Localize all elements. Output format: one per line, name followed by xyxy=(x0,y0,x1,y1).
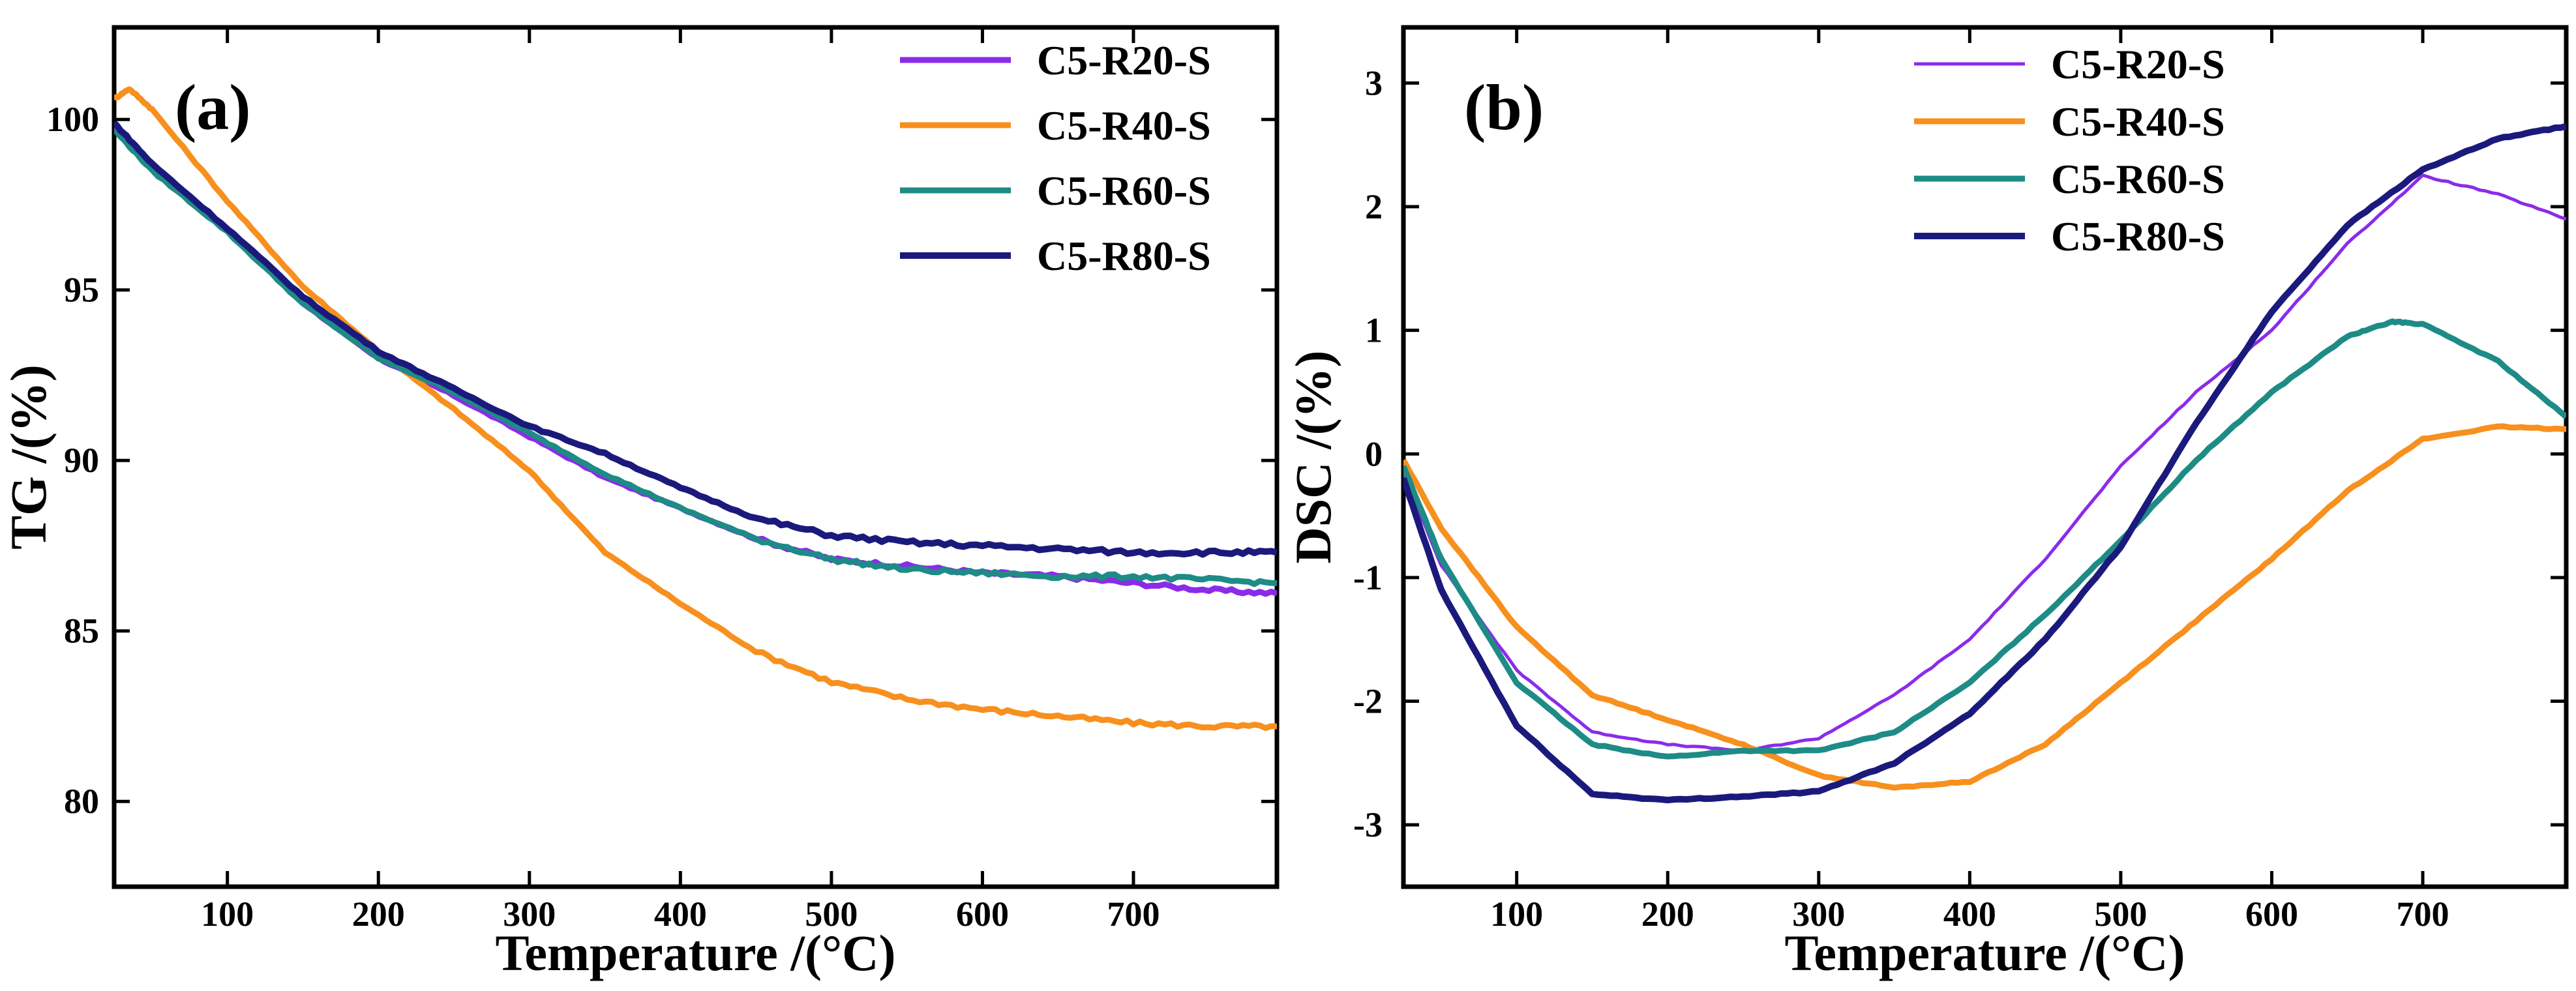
y-tick-label: 100 xyxy=(46,100,99,139)
y-tick-label: 1 xyxy=(1365,311,1383,350)
y-axis-title: DSC /(%) xyxy=(1285,350,1341,563)
x-tick-label: 600 xyxy=(2245,895,2298,934)
series-line-c5-r80-s xyxy=(1403,123,2566,804)
x-axis-title: Temperature /(°C) xyxy=(496,924,896,981)
x-tick-label: 400 xyxy=(654,895,707,934)
plot-frame xyxy=(112,25,1280,889)
x-tick-label: 100 xyxy=(201,895,254,934)
x-tick-label: 100 xyxy=(1490,895,1543,934)
legend: C5-R20-S C5-R40-S C5-R60-S C5-R80-S xyxy=(1914,41,2225,259)
legend-label: C5-R80-S xyxy=(2051,213,2225,259)
series-line-c5-r20-s xyxy=(1403,173,2566,752)
y-tick-label: -1 xyxy=(1353,558,1383,597)
x-tick-label: 300 xyxy=(503,895,556,934)
y-tick-label: 85 xyxy=(64,612,99,651)
panel-label: (a) xyxy=(175,71,251,143)
x-axis-title: Temperature /(°C) xyxy=(1785,924,2185,981)
legend-label: C5-R80-S xyxy=(1037,233,1211,279)
y-tick-label: 3 xyxy=(1365,63,1383,102)
series-line-c5-r60-s xyxy=(114,127,1277,587)
y-tick-label: -2 xyxy=(1353,682,1383,721)
x-tick-label: 600 xyxy=(956,895,1009,934)
x-tick-label: 300 xyxy=(1792,895,1845,934)
y-tick-label: 90 xyxy=(64,441,99,480)
legend-label: C5-R60-S xyxy=(1037,168,1211,214)
y-tick-label: -3 xyxy=(1353,805,1383,844)
x-tick-label: 200 xyxy=(352,895,405,934)
series-line-c5-r60-s xyxy=(1403,318,2566,760)
x-tick-label: 200 xyxy=(1641,895,1694,934)
legend-label: C5-R20-S xyxy=(1037,37,1211,83)
panel-label: (b) xyxy=(1464,71,1544,143)
y-tick-label: 0 xyxy=(1365,434,1383,473)
series-line-c5-r80-s xyxy=(114,120,1277,558)
legend-label: C5-R60-S xyxy=(2051,156,2225,202)
plot-frame xyxy=(1401,25,2569,889)
y-tick-label: 95 xyxy=(64,271,99,310)
y-tick-label: 2 xyxy=(1365,187,1383,226)
legend: C5-R20-S C5-R40-S C5-R60-S C5-R80-S xyxy=(900,37,1211,279)
legend-label: C5-R20-S xyxy=(2051,41,2225,87)
series-line-c5-r40-s xyxy=(1403,423,2566,791)
legend-label: C5-R40-S xyxy=(1037,102,1211,149)
x-tick-label: 700 xyxy=(2397,895,2449,934)
legend-label: C5-R40-S xyxy=(2051,98,2225,145)
series-line-c5-r40-s xyxy=(114,86,1277,732)
x-tick-label: 500 xyxy=(805,895,858,934)
panel-b-dsc-chart: 100 200 300 400 500 600 700 -3 -2 -1 0 1 2 3 Temperatu… xyxy=(1285,25,2569,981)
y-axis-title: TG /(%) xyxy=(0,364,57,550)
x-tick-label: 700 xyxy=(1107,895,1160,934)
panel-a-tg-chart: 100 200 300 400 500 600 700 80 85 90 95 100 Temperat… xyxy=(0,25,1280,981)
x-tick-label: 400 xyxy=(1943,895,1996,934)
x-tick-label: 500 xyxy=(2094,895,2147,934)
y-tick-label: 80 xyxy=(64,782,99,821)
